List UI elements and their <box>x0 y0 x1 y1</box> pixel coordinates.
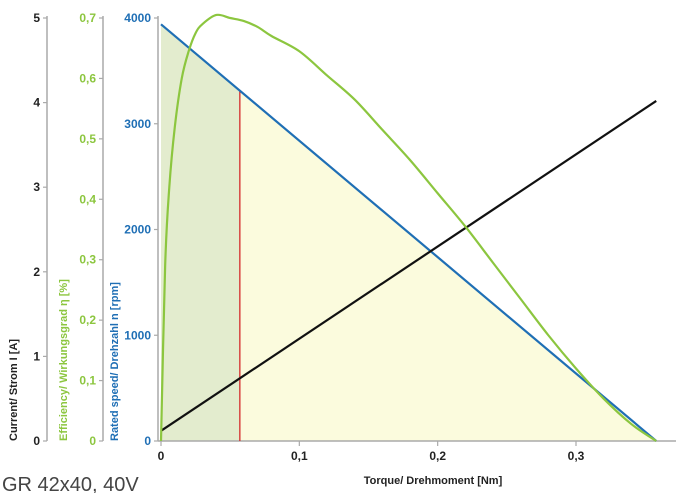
current-tick-label: 3 <box>33 180 40 194</box>
efficiency-curve <box>159 13 657 442</box>
efficiency-tick-label: 0,7 <box>79 11 96 25</box>
rated-operation-region <box>161 24 240 441</box>
speed-tick-label: 4000 <box>124 11 151 25</box>
torque-tick-label: 0 <box>158 449 165 463</box>
torque-tick-label: 0,3 <box>568 449 585 463</box>
current-tick-label: 5 <box>33 11 40 25</box>
efficiency-tick-label: 0,4 <box>79 192 96 206</box>
efficiency-axis-ticks: 0 0,1 0,2 0,3 0,4 0,5 0,6 0,7 <box>79 11 103 448</box>
torque-axis-ticks: 0 0,1 0,2 0,3 <box>158 441 585 463</box>
current-tick-label: 1 <box>33 349 40 363</box>
current-axis-ticks: 0 1 2 3 4 5 <box>33 11 47 448</box>
efficiency-tick-label: 0,3 <box>79 253 96 267</box>
speed-tick-label: 0 <box>144 434 151 448</box>
motor-caption: GR 42x40, 40V <box>2 474 139 493</box>
current-axis-label: Current/ Strom I [A] <box>8 339 20 441</box>
current-tick-label: 2 <box>33 265 40 279</box>
efficiency-tick-label: 0,5 <box>79 132 96 146</box>
axes <box>46 16 676 442</box>
torque-axis-label: Torque/ Drehmoment [Nm] <box>364 475 503 487</box>
efficiency-tick-label: 0,1 <box>79 374 96 388</box>
efficiency-tick-label: 0,6 <box>79 71 96 85</box>
efficiency-tick-label: 0,2 <box>79 313 96 327</box>
speed-tick-label: 2000 <box>124 223 151 237</box>
speed-curve <box>160 23 657 442</box>
efficiency-tick-label: 0 <box>89 434 96 448</box>
torque-tick-label: 0,1 <box>291 449 308 463</box>
torque-tick-label: 0,2 <box>429 449 446 463</box>
current-curve <box>160 99 657 432</box>
speed-axis-ticks: 0 1000 2000 3000 4000 <box>124 11 158 448</box>
speed-tick-label: 3000 <box>124 117 151 131</box>
data-series <box>159 13 657 442</box>
current-tick-label: 4 <box>33 96 40 110</box>
efficiency-axis-label: Efficiency/ Wirkungsgrad η [%] <box>58 279 70 441</box>
speed-tick-label: 1000 <box>124 328 151 342</box>
current-tick-label: 0 <box>33 434 40 448</box>
speed-axis-label: Rated speed/ Drehzahl n [rpm] <box>109 282 121 441</box>
